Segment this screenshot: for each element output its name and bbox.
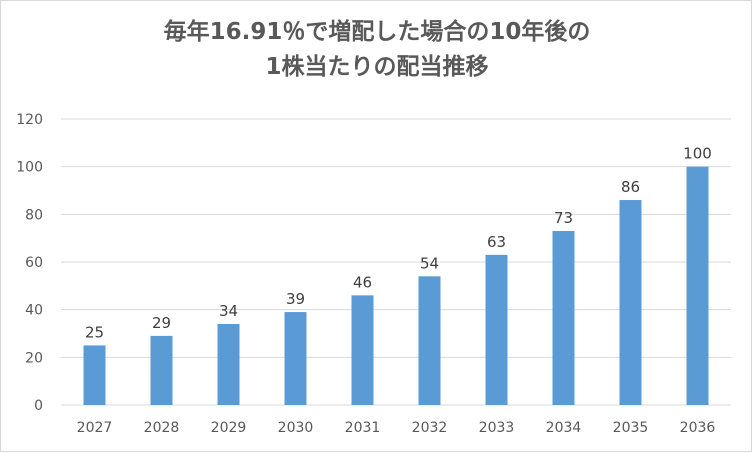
- data-label: 63: [487, 233, 506, 251]
- chart-title: 毎年16.91％で増配した場合の10年後の 1株当たりの配当推移: [1, 15, 752, 85]
- bar: [217, 323, 240, 405]
- x-tick-label: 2031: [345, 420, 381, 436]
- bar: [284, 312, 307, 405]
- x-tick-label: 2034: [546, 420, 582, 436]
- bar: [552, 231, 575, 405]
- data-label: 25: [85, 323, 104, 341]
- bar: [83, 345, 106, 405]
- data-label: 39: [286, 290, 305, 308]
- bar: [686, 166, 709, 405]
- bar: [485, 254, 508, 405]
- y-tick-label: 80: [25, 207, 43, 223]
- data-label: 73: [554, 209, 573, 227]
- chart-title-line-2: 1株当たりの配当推移: [265, 54, 489, 80]
- x-tick-label: 2027: [77, 420, 113, 436]
- chart-title-line-1: 毎年16.91％で増配した場合の10年後の: [163, 19, 591, 45]
- data-label: 54: [420, 254, 439, 272]
- data-label: 86: [621, 178, 640, 196]
- x-tick-label: 2028: [144, 420, 180, 436]
- y-tick-label: 60: [25, 255, 43, 271]
- bar: [619, 200, 642, 405]
- x-tick-label: 2036: [680, 420, 716, 436]
- x-tick-label: 2029: [211, 420, 247, 436]
- x-tick-label: 2035: [613, 420, 649, 436]
- data-label: 34: [219, 302, 238, 320]
- y-tick-label: 0: [34, 398, 43, 414]
- y-tick-label: 100: [16, 160, 43, 176]
- x-tick-label: 2030: [278, 420, 314, 436]
- y-tick-label: 40: [25, 303, 43, 319]
- data-label: 46: [353, 273, 372, 291]
- y-tick-label: 20: [25, 350, 43, 366]
- bar: [351, 295, 374, 405]
- data-label: 29: [152, 314, 171, 332]
- bar: [150, 335, 173, 405]
- bar: [418, 276, 441, 405]
- x-tick-label: 2032: [412, 420, 448, 436]
- y-tick-label: 120: [16, 112, 43, 128]
- data-label: 100: [683, 145, 712, 163]
- x-tick-label: 2033: [479, 420, 515, 436]
